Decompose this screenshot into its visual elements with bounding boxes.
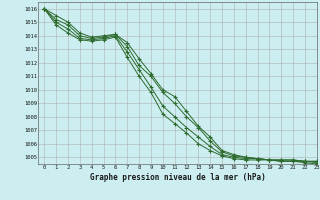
X-axis label: Graphe pression niveau de la mer (hPa): Graphe pression niveau de la mer (hPa) (90, 173, 266, 182)
